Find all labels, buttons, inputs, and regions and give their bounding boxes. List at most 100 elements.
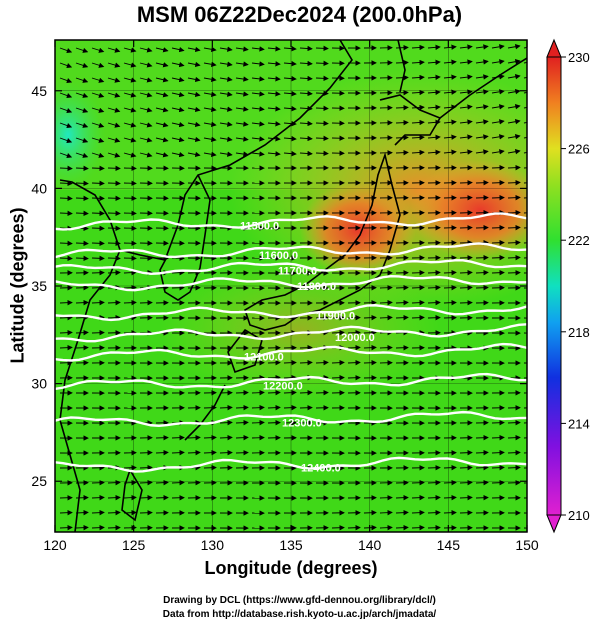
wind-arrow [459, 104, 473, 110]
wind-arrow [59, 240, 73, 247]
wind-arrow [75, 122, 89, 128]
wind-arrow [363, 329, 377, 336]
wind-arrow [123, 269, 137, 276]
wind-arrow [491, 434, 505, 441]
warm-anomaly-core-east [410, 160, 527, 260]
wind-arrow [75, 152, 89, 158]
wind-arrow [331, 374, 345, 381]
wind-arrow [107, 509, 121, 516]
wind-arrow [59, 92, 73, 99]
wind-arrow [283, 60, 297, 67]
wind-arrow [91, 509, 105, 516]
wind-arrow [59, 107, 73, 114]
wind-arrow [123, 152, 137, 158]
wind-arrow [155, 449, 169, 456]
wind-arrow [523, 242, 527, 244]
wind-arrow [155, 152, 169, 158]
wind-arrow [59, 314, 73, 321]
wind-arrow [107, 62, 121, 68]
wind-arrow [459, 119, 473, 125]
colorbar-tick-label: 214 [568, 416, 590, 431]
wind-arrow [91, 299, 105, 306]
wind-arrow [203, 136, 217, 142]
contour-line [55, 410, 527, 427]
wind-arrow [507, 224, 521, 231]
wind-arrow [507, 419, 521, 426]
wind-arrow [379, 524, 393, 531]
wind-arrow [443, 44, 457, 50]
wind-arrow [523, 182, 527, 184]
wind-arrow [203, 91, 217, 97]
colorbar-top-triangle [546, 38, 562, 58]
wind-arrow [75, 210, 89, 217]
wind-arrow [507, 209, 521, 216]
contour-line [55, 259, 527, 275]
wind-arrow [315, 90, 329, 97]
y-axis: 25 30 35 40 45 [31, 83, 527, 489]
wind-arrow [59, 344, 73, 351]
wind-arrow [379, 314, 393, 321]
wind-arrow [107, 92, 121, 98]
chart-title: MSM 06Z22Dec2024 (200.0hPa) [136, 2, 463, 27]
wind-arrow [283, 120, 297, 127]
wind-arrow [443, 464, 457, 471]
coast-honshu [244, 152, 401, 331]
wind-arrow [75, 524, 89, 531]
wind-arrow [283, 389, 297, 396]
wind-arrow [507, 104, 521, 110]
wind-arrow [219, 91, 233, 97]
wind-arrow [523, 151, 527, 154]
contour-line [55, 242, 527, 259]
wind-arrow [219, 449, 233, 456]
wind-arrow [443, 494, 457, 501]
wind-arrow [315, 105, 329, 112]
wind-arrow [491, 44, 505, 50]
wind-arrow [411, 74, 425, 81]
wind-arrow [91, 137, 105, 143]
colorbar-bottom-triangle [546, 514, 562, 534]
wind-arrow [267, 106, 281, 112]
wind-arrow [475, 149, 489, 155]
wind-arrow [395, 59, 409, 66]
wind-arrow [139, 62, 153, 68]
wind-arrow [203, 151, 217, 157]
colorbar-tick-label: 222 [568, 233, 590, 248]
y-tick-label: 35 [31, 278, 47, 294]
wind-arrow [203, 61, 217, 67]
wind-arrow [411, 89, 425, 96]
wind-arrow [475, 44, 489, 50]
wind-arrow [219, 121, 233, 127]
colorbar-tick-label: 226 [568, 142, 590, 157]
wind-arrow [235, 151, 249, 157]
wind-arrow [411, 314, 425, 321]
wind-arrow [219, 76, 233, 82]
contour-line [55, 275, 527, 292]
wind-arrow [491, 269, 505, 276]
wind-arrow [523, 437, 527, 439]
y-axis-label: Latitude (degrees) [7, 207, 28, 364]
y-tick-label: 25 [31, 473, 47, 489]
wind-arrow [91, 180, 105, 187]
y-tick-label: 30 [31, 376, 47, 392]
contour-line [55, 456, 527, 473]
wind-arrow [475, 479, 489, 486]
coastlines [59, 40, 527, 532]
contour-line [55, 342, 527, 362]
wind-arrow [507, 164, 521, 171]
wind-arrow [187, 121, 201, 128]
wind-arrow [395, 314, 409, 321]
wind-arrow [75, 107, 89, 113]
wind-arrow [395, 509, 409, 516]
wind-arrow [459, 44, 473, 50]
wind-arrow [315, 135, 329, 142]
wind-arrow [155, 122, 169, 128]
wind-arrow [427, 509, 441, 516]
wind-arrow [523, 197, 527, 199]
wind-arrow [171, 106, 185, 113]
wind-arrow [411, 509, 425, 516]
wind-arrow [299, 75, 313, 82]
wind-arrow [507, 239, 521, 246]
wind-arrow [411, 44, 425, 51]
wind-arrow [59, 165, 73, 172]
wind-arrow [491, 179, 505, 186]
